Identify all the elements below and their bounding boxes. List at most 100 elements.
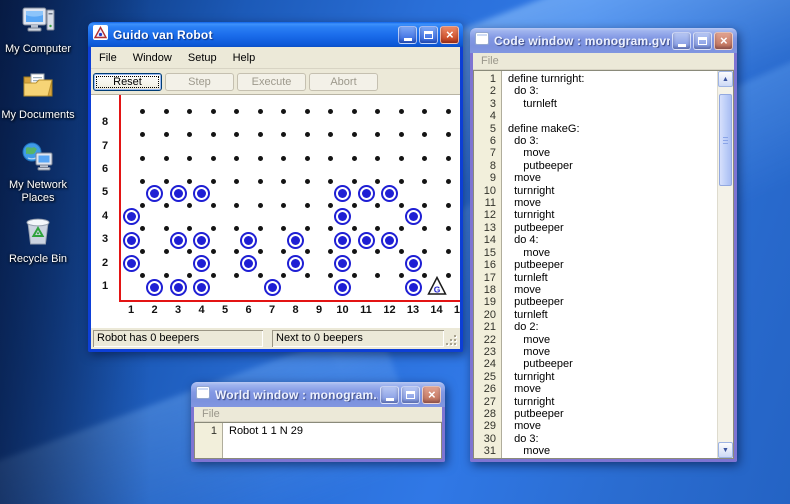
minimize-button[interactable] xyxy=(672,31,691,50)
scroll-down-icon[interactable]: ▼ xyxy=(718,442,733,458)
menu-file[interactable]: File xyxy=(481,55,499,67)
my-computer-icon xyxy=(0,4,76,41)
scrollbar-track[interactable] xyxy=(718,87,733,442)
desktop-icon-my-network-places[interactable]: My Network Places xyxy=(0,140,76,205)
close-button[interactable]: × xyxy=(422,385,441,404)
beeper xyxy=(169,184,187,202)
grid-dot xyxy=(234,272,240,278)
menu-help[interactable]: Help xyxy=(232,51,256,64)
world-menubar: File xyxy=(194,407,442,422)
grid-dot xyxy=(140,155,146,161)
code-line-number: 31 xyxy=(483,445,496,458)
code-line: turnright xyxy=(508,395,555,408)
grid-dot xyxy=(351,272,357,278)
grid-dot xyxy=(375,249,381,255)
maximize-button[interactable] xyxy=(693,31,712,50)
grid-dot xyxy=(234,249,240,255)
col-label: 10 xyxy=(336,304,349,316)
code-editor[interactable]: 1 2 3 4 5 6 7 8 9 10 11 12 13 14 15 16 17 18 19 20 21 22 23 24 2… xyxy=(473,70,734,459)
menu-window[interactable]: Window xyxy=(132,51,172,64)
beeper-core xyxy=(338,259,347,269)
code-line: move xyxy=(508,283,542,296)
scrollbar-thumb[interactable] xyxy=(719,94,732,186)
beeper-core xyxy=(197,235,206,245)
menu-file[interactable]: File xyxy=(202,408,220,420)
grid-dot xyxy=(304,132,310,138)
grid-dot xyxy=(422,109,428,114)
col-label: 1 xyxy=(127,304,135,316)
grid-dot xyxy=(422,249,428,255)
code-line: move xyxy=(508,246,551,259)
gvr-titlebar[interactable]: Guido van Robot × xyxy=(88,22,463,47)
vertical-scrollbar[interactable]: ▲ ▼ xyxy=(717,71,733,458)
code-line: define makeG: xyxy=(508,122,580,135)
col-label: 8 xyxy=(292,304,299,316)
grid-dot xyxy=(163,202,169,208)
desktop-icon-label: My Computer xyxy=(4,43,72,55)
desktop-icon-my-documents[interactable]: My Documents xyxy=(0,70,76,122)
document-icon xyxy=(475,31,489,50)
code-line: turnleft xyxy=(508,308,548,321)
menu-file[interactable]: File xyxy=(99,51,117,64)
code-line-number: 16 xyxy=(483,259,496,272)
grid-dot xyxy=(398,202,404,208)
beeper xyxy=(381,184,398,202)
beeper-core xyxy=(408,212,418,222)
close-button[interactable]: × xyxy=(714,31,733,50)
grid-dot xyxy=(187,272,193,278)
gvr-menubar: File Window Setup Help xyxy=(91,47,460,69)
beeper-core xyxy=(385,235,394,245)
code-line-number: 10 xyxy=(483,184,496,197)
grid-dot xyxy=(445,272,451,278)
my-documents-icon xyxy=(0,70,76,107)
grid-dot xyxy=(398,109,404,114)
grid-dot xyxy=(445,226,451,231)
code-line-number: 18 xyxy=(483,283,496,296)
desktop-icon-my-computer[interactable]: My Computer xyxy=(0,4,76,56)
grid-dot xyxy=(375,132,381,138)
close-button[interactable]: × xyxy=(440,25,459,44)
maximize-button[interactable] xyxy=(419,25,438,44)
code-titlebar[interactable]: Code window : monogram.gvr × xyxy=(470,28,737,53)
code-line-number: 25 xyxy=(483,370,496,383)
step-button[interactable]: Step xyxy=(165,72,234,91)
execute-button[interactable]: Execute xyxy=(237,72,306,91)
code-line-number: 30 xyxy=(483,432,496,445)
code-line: turnleft xyxy=(508,97,557,110)
recycle-bin-icon xyxy=(0,214,76,251)
beeper xyxy=(287,231,304,249)
code-line-number: 13 xyxy=(483,221,496,234)
grid-dot xyxy=(210,272,216,278)
abort-button[interactable]: Abort xyxy=(309,72,378,91)
world-text: Robot 1 1 N 29 xyxy=(223,423,441,458)
window-title: World window : monogram... xyxy=(215,387,378,402)
maximize-button[interactable] xyxy=(401,385,420,404)
world-line: Robot 1 1 N 29 xyxy=(229,425,303,437)
menu-setup[interactable]: Setup xyxy=(187,51,217,64)
grid-dot xyxy=(257,155,263,161)
grid-dot xyxy=(210,132,216,138)
reset-button[interactable]: Reset xyxy=(93,72,162,91)
minimize-button[interactable] xyxy=(380,385,399,404)
beeper xyxy=(169,278,187,296)
beeper-core xyxy=(385,188,394,198)
resize-grip[interactable] xyxy=(454,343,456,345)
grid-dot xyxy=(234,179,240,185)
grid-dot xyxy=(187,132,193,138)
code-line-number: 3 xyxy=(489,97,496,110)
desktop-icon-recycle-bin[interactable]: Recycle Bin xyxy=(0,214,76,266)
world-titlebar[interactable]: World window : monogram... × xyxy=(191,382,445,407)
grid-dot xyxy=(398,226,404,231)
world-editor[interactable]: 1 Robot 1 1 N 29 xyxy=(194,422,442,459)
beeper xyxy=(404,255,422,273)
code-line xyxy=(508,110,717,122)
grid-dot xyxy=(351,179,357,185)
scroll-up-icon[interactable]: ▲ xyxy=(718,71,733,87)
grid-dot xyxy=(304,179,310,185)
row-label: 2 xyxy=(101,256,109,269)
code-line-number: 9 xyxy=(489,172,496,185)
grid-dot xyxy=(445,132,451,138)
minimize-button[interactable] xyxy=(398,25,417,44)
beeper xyxy=(193,231,210,249)
beeper-core xyxy=(244,235,253,245)
